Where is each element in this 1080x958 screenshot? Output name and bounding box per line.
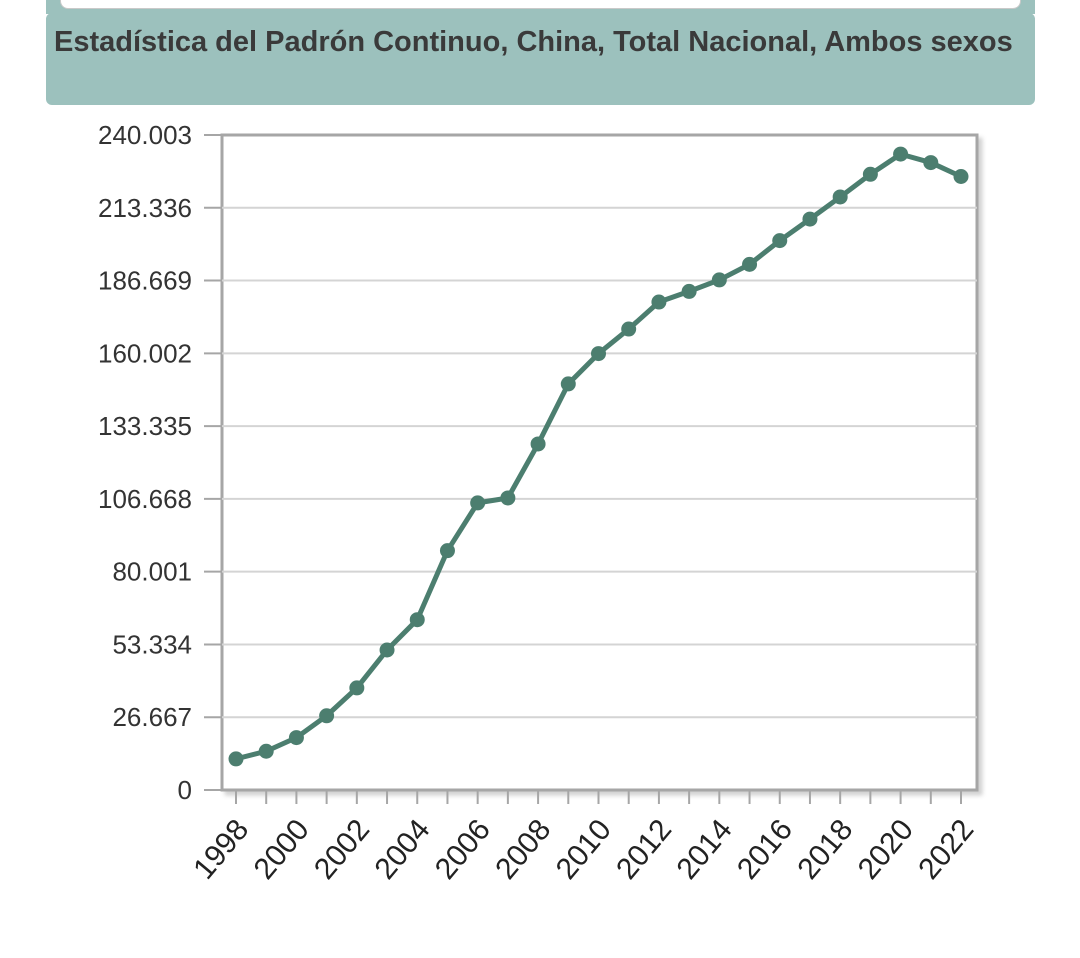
data-point bbox=[862, 166, 878, 182]
data-point bbox=[258, 743, 274, 759]
data-point bbox=[591, 346, 606, 362]
y-tick-label: 240.003 bbox=[98, 120, 192, 150]
data-point bbox=[379, 642, 395, 658]
y-tick-label: 106.668 bbox=[98, 484, 192, 514]
data-point bbox=[439, 543, 455, 559]
y-tick-label: 0 bbox=[178, 775, 192, 805]
y-tick-label: 80.001 bbox=[112, 557, 192, 587]
data-point bbox=[953, 168, 969, 184]
y-tick-label: 160.002 bbox=[98, 338, 192, 368]
x-tick-label: 2012 bbox=[610, 813, 678, 885]
data-point bbox=[530, 436, 546, 452]
data-point bbox=[228, 751, 244, 767]
data-point bbox=[621, 321, 637, 337]
x-axis: 1998200020022004200620082010201220142016… bbox=[187, 790, 980, 886]
y-tick-label: 53.334 bbox=[112, 629, 192, 659]
x-tick-label: 2020 bbox=[852, 813, 920, 885]
data-point bbox=[500, 490, 516, 506]
y-tick-label: 186.669 bbox=[98, 266, 192, 296]
data-point bbox=[742, 256, 758, 272]
chart-title: Estadística del Padrón Continuo, China, … bbox=[54, 26, 1013, 58]
x-tick-label: 2000 bbox=[248, 813, 316, 885]
data-series bbox=[228, 146, 969, 767]
data-point bbox=[319, 708, 335, 724]
x-tick-label: 2008 bbox=[489, 813, 557, 885]
y-tick-label: 213.336 bbox=[98, 193, 192, 223]
x-tick-label: 2014 bbox=[671, 813, 739, 885]
y-tick-label: 133.335 bbox=[98, 411, 192, 441]
x-tick-label: 2022 bbox=[912, 813, 980, 885]
data-point bbox=[288, 730, 304, 746]
data-point bbox=[923, 155, 939, 171]
x-tick-label: 2002 bbox=[308, 813, 376, 885]
chart-title-bar: Estadística del Padrón Continuo, China, … bbox=[46, 13, 1035, 105]
data-point bbox=[470, 495, 486, 511]
plot-area bbox=[220, 133, 979, 792]
y-axis: 240.003 213.336 186.669 160.002 133.335 106.6… bbox=[98, 120, 222, 805]
y-tick-label: 26.667 bbox=[112, 702, 192, 732]
data-point bbox=[349, 680, 365, 696]
data-point bbox=[802, 211, 818, 227]
data-point bbox=[560, 376, 576, 392]
data-point bbox=[651, 294, 667, 310]
data-point bbox=[832, 189, 848, 205]
x-tick-label: 2004 bbox=[368, 813, 436, 885]
x-tick-label: 2016 bbox=[731, 813, 799, 885]
data-point bbox=[893, 146, 909, 162]
data-point bbox=[711, 272, 727, 288]
previous-panel-edge bbox=[46, 0, 1035, 14]
x-tick-label: 2006 bbox=[429, 813, 497, 885]
x-tick-label: 1998 bbox=[187, 813, 255, 885]
x-tick-label: 2018 bbox=[791, 813, 859, 885]
data-point bbox=[409, 612, 425, 628]
gridlines bbox=[222, 206, 977, 719]
data-point bbox=[772, 233, 788, 249]
x-tick-label: 2010 bbox=[550, 813, 618, 885]
data-point bbox=[681, 283, 697, 299]
